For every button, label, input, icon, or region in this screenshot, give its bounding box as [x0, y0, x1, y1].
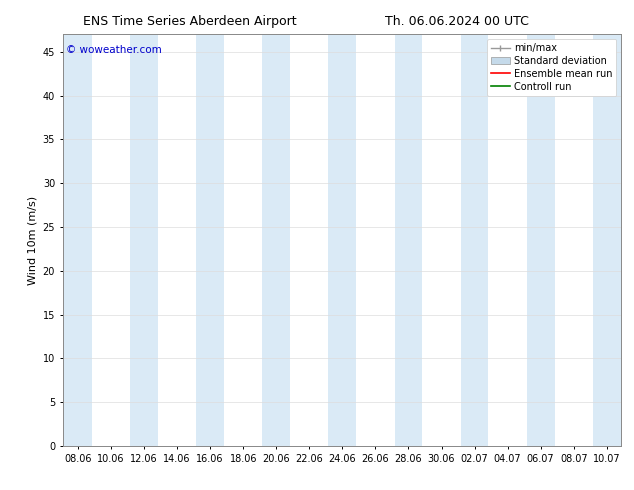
Legend: min/max, Standard deviation, Ensemble mean run, Controll run: min/max, Standard deviation, Ensemble me…	[487, 39, 616, 96]
Text: © woweather.com: © woweather.com	[66, 45, 162, 54]
Text: ENS Time Series Aberdeen Airport: ENS Time Series Aberdeen Airport	[84, 15, 297, 28]
Bar	[130, 34, 158, 446]
Text: Th. 06.06.2024 00 UTC: Th. 06.06.2024 00 UTC	[385, 15, 528, 28]
Bar	[328, 34, 356, 446]
Bar	[461, 34, 488, 446]
Bar	[593, 34, 621, 446]
Bar	[197, 34, 224, 446]
Bar	[394, 34, 422, 446]
Bar	[64, 34, 92, 446]
Y-axis label: Wind 10m (m/s): Wind 10m (m/s)	[27, 196, 37, 285]
Bar	[527, 34, 555, 446]
Bar	[262, 34, 290, 446]
